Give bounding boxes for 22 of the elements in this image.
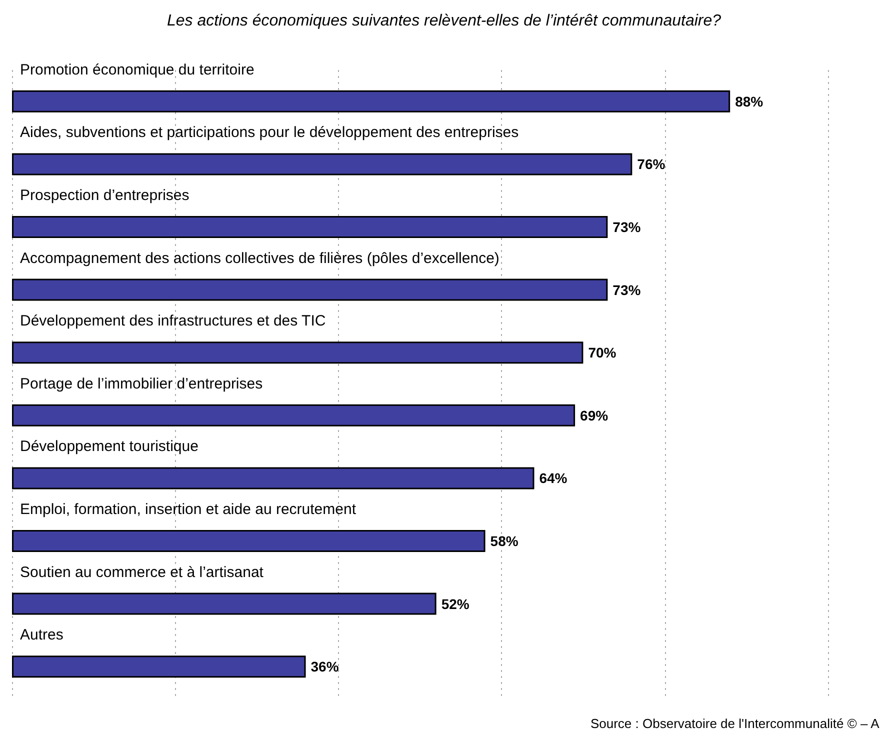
- data-label: 70%: [588, 344, 617, 361]
- data-label: 64%: [539, 470, 568, 486]
- y-tick-label: Aides, subventions et participations pour le développement des entreprises: [20, 124, 519, 142]
- data-label: 52%: [441, 596, 470, 612]
- y-tick-label: Prospection d’entreprises: [20, 187, 190, 204]
- y-tick-label: Développement touristique: [20, 438, 198, 456]
- data-label: 69%: [580, 407, 609, 424]
- y-tick-label: Emploi, formation, insertion et aide au recrutement: [20, 501, 357, 518]
- y-tick-label: Accompagnement des actions collectives de filières (pôles d’excellence): [20, 250, 500, 267]
- y-tick-label: Soutien au commerce et à l’artisanat: [20, 564, 264, 581]
- data-label: 36%: [310, 658, 340, 675]
- data-label: 58%: [490, 533, 519, 549]
- data-label: 73%: [612, 219, 642, 235]
- chart-title: Les actions économiques suivantes relèvent-elles de l’intérêt communautaire?: [166, 12, 722, 30]
- y-tick-label: Développement des infrastructures et des TIC: [20, 312, 326, 330]
- y-tick-label: Portage de l’immobilier d’entreprises: [20, 375, 263, 392]
- data-label: 76%: [637, 156, 666, 172]
- y-tick-label: Promotion économique du territoire: [20, 61, 254, 78]
- data-label: 88%: [735, 93, 764, 110]
- source-note: Source : Observatoire de l'Intercommunalité © – A: [590, 716, 880, 731]
- data-label: 73%: [612, 282, 642, 298]
- y-tick-label: Autres: [20, 626, 64, 644]
